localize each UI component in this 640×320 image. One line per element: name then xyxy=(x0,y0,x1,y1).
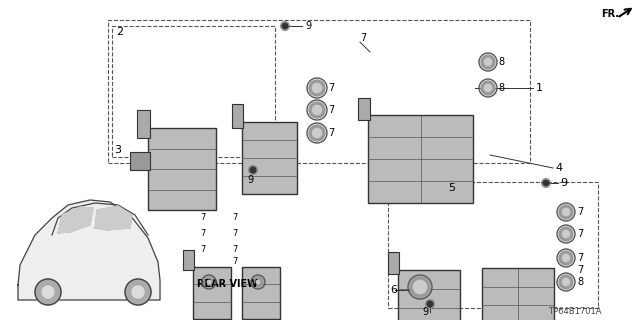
Circle shape xyxy=(282,23,288,29)
Text: 9: 9 xyxy=(560,178,567,188)
Text: 7: 7 xyxy=(577,229,583,239)
Polygon shape xyxy=(18,200,160,300)
Circle shape xyxy=(427,301,433,307)
Text: 7: 7 xyxy=(360,33,366,43)
Bar xyxy=(242,122,297,194)
Text: 7: 7 xyxy=(200,245,205,254)
Text: 7: 7 xyxy=(232,213,237,222)
Text: 7: 7 xyxy=(200,228,205,237)
Bar xyxy=(358,98,370,120)
Bar xyxy=(242,267,280,319)
Circle shape xyxy=(562,230,570,238)
Text: 4: 4 xyxy=(555,163,562,173)
Circle shape xyxy=(309,80,325,96)
Text: 7: 7 xyxy=(328,83,334,93)
Text: 7: 7 xyxy=(232,245,237,254)
Bar xyxy=(388,252,399,274)
Circle shape xyxy=(253,277,263,287)
Bar xyxy=(137,110,150,138)
Text: 9: 9 xyxy=(247,175,253,185)
Circle shape xyxy=(309,102,325,118)
Bar xyxy=(183,250,194,270)
Text: 8: 8 xyxy=(498,57,504,67)
Circle shape xyxy=(250,167,256,173)
Bar xyxy=(130,152,150,170)
Circle shape xyxy=(312,83,322,93)
Text: 7: 7 xyxy=(328,105,334,115)
Circle shape xyxy=(562,208,570,216)
Text: 3: 3 xyxy=(114,145,121,155)
Circle shape xyxy=(562,278,570,286)
Bar xyxy=(193,267,231,319)
Text: 7: 7 xyxy=(232,228,237,237)
Circle shape xyxy=(559,227,573,241)
Text: 7: 7 xyxy=(232,258,237,267)
Circle shape xyxy=(256,280,260,284)
Circle shape xyxy=(42,286,54,298)
Text: 7: 7 xyxy=(577,265,583,275)
Text: 8: 8 xyxy=(577,277,583,287)
Circle shape xyxy=(309,125,325,141)
Circle shape xyxy=(559,205,573,219)
Circle shape xyxy=(413,280,427,294)
Text: TP64B1701A: TP64B1701A xyxy=(548,308,602,316)
Circle shape xyxy=(559,251,573,265)
Polygon shape xyxy=(95,206,132,230)
Text: 9: 9 xyxy=(305,21,311,31)
Circle shape xyxy=(484,58,492,66)
Text: 7: 7 xyxy=(200,213,205,222)
Bar xyxy=(148,128,216,210)
Circle shape xyxy=(481,55,495,69)
Text: 1: 1 xyxy=(536,83,543,93)
Bar xyxy=(398,270,460,320)
Circle shape xyxy=(410,277,430,297)
Text: 8: 8 xyxy=(498,83,504,93)
Circle shape xyxy=(543,180,549,186)
Text: FR.: FR. xyxy=(601,9,619,19)
Circle shape xyxy=(481,81,495,95)
Circle shape xyxy=(125,279,151,305)
Bar xyxy=(368,115,473,203)
Text: 7: 7 xyxy=(577,207,583,217)
Text: 9: 9 xyxy=(422,307,428,317)
Circle shape xyxy=(559,275,573,289)
Text: 5: 5 xyxy=(448,183,455,193)
Polygon shape xyxy=(58,207,93,233)
Circle shape xyxy=(204,277,214,287)
Circle shape xyxy=(312,105,322,115)
Circle shape xyxy=(312,128,322,138)
Text: 7: 7 xyxy=(328,128,334,138)
Bar xyxy=(482,268,554,320)
Text: 7: 7 xyxy=(577,253,583,263)
Circle shape xyxy=(562,254,570,262)
Text: REAR VIEW: REAR VIEW xyxy=(197,279,258,289)
Circle shape xyxy=(35,279,61,305)
Text: 2: 2 xyxy=(116,27,123,37)
Bar xyxy=(232,104,243,128)
Circle shape xyxy=(132,286,144,298)
Circle shape xyxy=(207,280,211,284)
Circle shape xyxy=(484,84,492,92)
Text: 6: 6 xyxy=(390,285,397,295)
